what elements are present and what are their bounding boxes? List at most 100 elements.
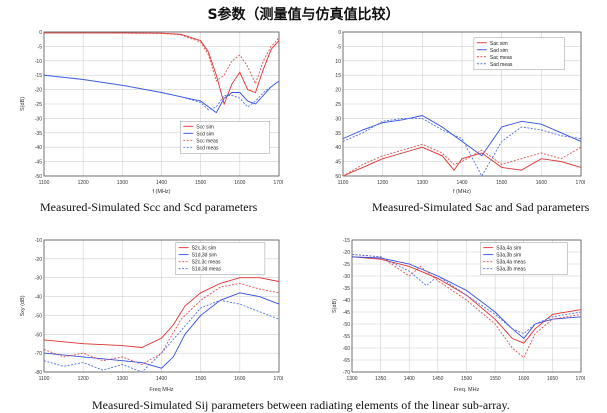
y-tick-label: -55 <box>343 334 350 340</box>
x-tick-label: 1500 <box>461 376 472 382</box>
y-tick-label: -20 <box>343 250 350 256</box>
y-tick-label: 0 <box>39 30 42 36</box>
y-tick-label: -25 <box>335 102 341 108</box>
x-tick-label: 1400 <box>404 376 415 382</box>
plot-frame <box>351 239 582 373</box>
y-axis-label: S(dB) <box>20 97 26 111</box>
y-tick-label: -15 <box>35 73 42 79</box>
series-line-2 <box>44 32 280 86</box>
series-line-2 <box>342 143 582 177</box>
y-tick-label: -50 <box>35 313 42 319</box>
y-tick-label: -20 <box>35 88 42 94</box>
y-tick-label: -35 <box>335 131 341 137</box>
x-tick-label: 1500 <box>195 376 206 382</box>
plot-frame <box>43 31 280 177</box>
series-line-1 <box>43 292 280 369</box>
y-tick-label: -45 <box>343 310 350 316</box>
y-tick-label: -10 <box>335 59 341 65</box>
y-tick-label: -20 <box>335 88 341 94</box>
y-tick-label: -30 <box>343 274 350 280</box>
x-tick-label: 1300 <box>117 376 128 382</box>
series-line-1 <box>351 256 582 340</box>
x-tick-label: 1200 <box>78 180 89 186</box>
x-axis-label: Freq. MHz <box>454 387 480 393</box>
y-tick-label: -5 <box>337 44 342 50</box>
legend-box <box>180 121 270 154</box>
x-tick-label: 1200 <box>377 180 388 186</box>
x-tick-label: 1650 <box>547 376 558 382</box>
y-tick-label: -30 <box>35 116 42 122</box>
legend-box <box>175 242 266 275</box>
series-line-0 <box>44 32 280 106</box>
x-tick-label: 1300 <box>417 180 428 186</box>
y-tick-label: -10 <box>35 238 42 244</box>
legend-label: S3a,3b sim <box>496 253 521 259</box>
y-tick-label: -35 <box>343 286 350 292</box>
y-tick-label: -40 <box>35 145 42 151</box>
y-tick-label: -70 <box>343 370 350 376</box>
caption-sac-sad: Measured-Simulated Sac and Sad parameter… <box>372 200 590 214</box>
x-tick-label: 1450 <box>432 376 443 382</box>
legend-label: S1d,3d meas <box>192 267 222 273</box>
y-tick-label: -80 <box>35 370 42 376</box>
legend-label: Sad meas <box>490 62 513 68</box>
y-tick-label: -15 <box>335 73 341 79</box>
y-tick-label: -50 <box>335 174 341 180</box>
x-tick-label: 1300 <box>117 180 128 186</box>
legend-label: S2c,3c sim <box>192 246 216 252</box>
legend-label: Sad sim <box>490 48 508 54</box>
legend-label: S3a,4a sim <box>496 246 521 252</box>
legend-label: S3a,3b meas <box>496 267 526 273</box>
page-title: S参数（测量值与仿真值比较） <box>207 7 400 23</box>
y-tick-label: -45 <box>35 160 42 166</box>
x-tick-label: 1500 <box>195 180 206 186</box>
x-tick-label: 1400 <box>456 180 467 186</box>
y-tick-label: -25 <box>35 102 42 108</box>
legend-label: Scc sim <box>196 124 214 130</box>
y-tick-label: -65 <box>343 358 350 364</box>
legend-label: S2c,3c meas <box>192 260 221 266</box>
series-line-0 <box>342 146 582 177</box>
x-tick-label: 1550 <box>490 376 501 382</box>
legend-label: Scc meas <box>196 138 218 144</box>
y-axis-label: Sxy (dB) <box>20 295 26 316</box>
y-tick-label: -45 <box>335 160 341 166</box>
caption-sij: Measured-Simulated Sij parameters betwee… <box>92 398 510 412</box>
y-tick-label: -10 <box>35 59 42 65</box>
x-tick-label: 1500 <box>496 180 507 186</box>
x-axis-label: f (MHz) <box>152 189 170 195</box>
x-tick-label: 1100 <box>338 180 349 186</box>
x-axis-label: Freq MHz <box>149 387 173 393</box>
x-tick-label: 1300 <box>346 376 357 382</box>
series-line-1 <box>342 115 582 157</box>
caption-scc-scd: Measured-Simulated Scc and Scd parameter… <box>40 200 258 214</box>
series-line-0 <box>351 256 582 344</box>
y-tick-label: -15 <box>343 238 350 244</box>
series-line-3 <box>342 117 582 177</box>
x-axis-label: f (MHz) <box>453 189 471 195</box>
series-line-3 <box>43 74 280 111</box>
y-tick-label: -50 <box>35 174 42 180</box>
series-line-3 <box>43 299 280 373</box>
series-line-0 <box>43 277 280 348</box>
plot-frame <box>342 31 582 177</box>
x-tick-label: 1600 <box>536 180 547 186</box>
y-tick-label: -35 <box>35 131 42 137</box>
y-tick-label: -40 <box>335 145 341 151</box>
x-tick-label: 1100 <box>39 180 50 186</box>
y-tick-label: -30 <box>335 116 341 122</box>
x-tick-label: 1600 <box>518 376 529 382</box>
legend-label: Sac meas <box>490 55 513 61</box>
legend-label: Scd meas <box>196 145 219 151</box>
x-tick-label: 1400 <box>156 376 167 382</box>
legend-label: S3a,4a meas <box>496 260 526 266</box>
y-tick-label: -60 <box>35 332 42 338</box>
x-tick-label: 1350 <box>375 376 386 382</box>
